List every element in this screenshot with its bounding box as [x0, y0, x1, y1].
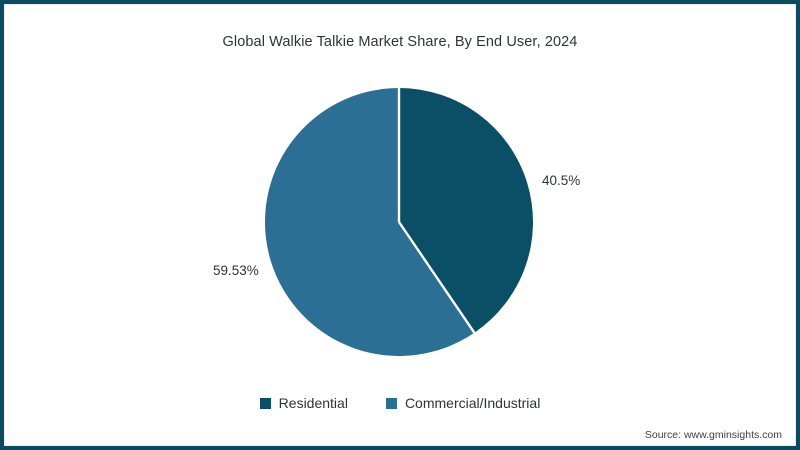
data-label-residential: 40.5% [542, 173, 581, 188]
legend-item-residential[interactable]: Residential [259, 395, 348, 411]
square-swatch-icon [259, 397, 271, 409]
chart-legend: Residential Commercial/Industrial [4, 395, 796, 411]
page-title: Global Walkie Talkie Market Share, By En… [222, 34, 578, 50]
source-attribution: Source: www.gminsights.com [644, 429, 782, 441]
pie-slice-residential[interactable] [399, 88, 533, 333]
pie-chart [261, 84, 537, 360]
legend-item-label-residential: Residential [278, 395, 348, 411]
pie-slice-divider-lower-right [398, 221, 476, 334]
pie-slice-commercial[interactable] [264, 87, 475, 356]
data-label-commercial: 59.53% [213, 263, 259, 278]
square-swatch-icon [385, 397, 397, 409]
pie-chart-svg [264, 87, 533, 356]
legend-item-label-commercial-industrial: Commercial/Industrial [404, 395, 541, 411]
legend-item-commercial-industrial[interactable]: Commercial/Industrial [385, 395, 541, 411]
